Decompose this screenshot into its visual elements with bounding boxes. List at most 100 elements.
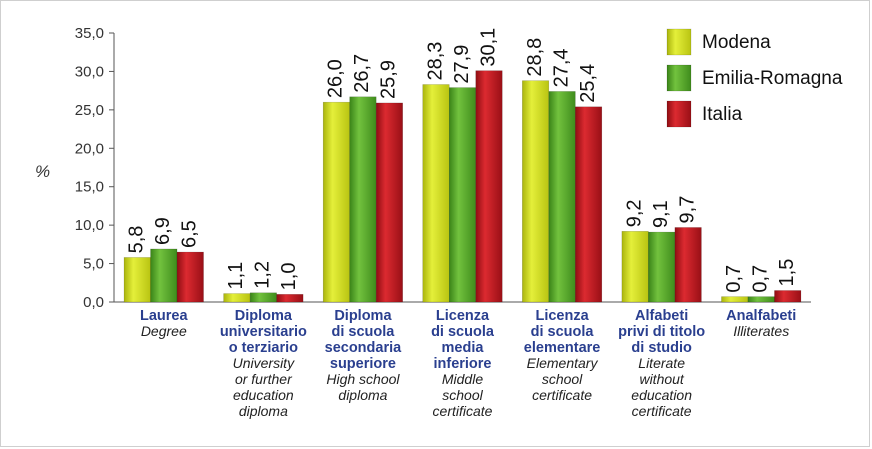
bar-emilia-romagna-4 bbox=[548, 91, 576, 303]
value-label: 6,5 bbox=[179, 220, 201, 248]
category-label-en: or further bbox=[235, 371, 293, 387]
bar-emilia-romagna-1 bbox=[249, 292, 277, 303]
value-label: 1,0 bbox=[278, 263, 300, 291]
y-tick-label: 10,0 bbox=[75, 217, 104, 234]
value-label: 25,9 bbox=[378, 60, 400, 99]
legend: Modena Emilia-Romagna Italia bbox=[666, 28, 843, 128]
y-tick-label: 5,0 bbox=[83, 256, 104, 273]
category-label-it: secondaria bbox=[325, 340, 402, 356]
bar-emilia-romagna-3 bbox=[449, 87, 476, 303]
category-label-en: education bbox=[631, 387, 692, 403]
category-label-en: High school bbox=[326, 371, 400, 387]
value-labels-group: 5,8 1,1 26,0 28,3 28,8 9,2 0,7 6,9 1,2 26,7 27,9 27… bbox=[126, 28, 798, 293]
bar-emilia-romagna-5 bbox=[648, 231, 676, 303]
bar-modena-0 bbox=[123, 257, 151, 303]
value-label: 9,1 bbox=[650, 200, 672, 228]
category-label-it: di scuola bbox=[331, 324, 395, 340]
category-label-it: di studio bbox=[631, 340, 692, 356]
y-tick-label: 15,0 bbox=[75, 179, 104, 196]
category-label-it: inferiore bbox=[433, 356, 491, 372]
value-label: 6,9 bbox=[152, 217, 174, 245]
value-label: 1,1 bbox=[225, 262, 247, 290]
value-label: 25,4 bbox=[577, 64, 599, 103]
value-label: 30,1 bbox=[477, 28, 499, 67]
category-label-it: media bbox=[442, 340, 485, 356]
category-label-it: Licenza bbox=[535, 308, 589, 324]
category-label-it: elementare bbox=[524, 340, 601, 356]
legend-swatch bbox=[666, 64, 692, 92]
bar-italia-2 bbox=[375, 102, 403, 303]
value-label: 1,5 bbox=[776, 259, 798, 287]
category-label-en: Elementary bbox=[527, 355, 599, 371]
category-label-it: o terziario bbox=[229, 340, 298, 356]
bar-italia-3 bbox=[475, 70, 503, 303]
bars-group bbox=[123, 70, 802, 303]
value-label: 26,7 bbox=[351, 54, 373, 93]
value-label: 26,0 bbox=[325, 59, 347, 98]
category-label-it: Laurea bbox=[140, 308, 188, 324]
value-label: 0,7 bbox=[749, 265, 771, 293]
bar-italia-6 bbox=[774, 290, 802, 303]
bar-modena-5 bbox=[621, 231, 649, 303]
category-label-en: certificate bbox=[632, 403, 692, 419]
bar-modena-6 bbox=[721, 296, 749, 303]
category-label-en: certificate bbox=[433, 403, 493, 419]
y-unit-label: % bbox=[35, 162, 50, 181]
category-label-it: Diploma bbox=[334, 308, 392, 324]
category-label-en: education bbox=[233, 387, 294, 403]
bar-emilia-romagna-2 bbox=[349, 96, 377, 303]
value-label: 27,4 bbox=[550, 48, 572, 87]
category-label-en: Illiterates bbox=[733, 323, 789, 339]
y-tick-label: 30,0 bbox=[75, 63, 104, 80]
category-label-en: without bbox=[639, 371, 684, 387]
legend-label: Emilia-Romagna bbox=[702, 68, 843, 89]
bar-italia-1 bbox=[276, 294, 304, 303]
y-tick-label: 25,0 bbox=[75, 102, 104, 119]
category-label-it: di scuola bbox=[431, 324, 495, 340]
y-tick-label: 35,0 bbox=[75, 25, 104, 42]
category-label-it: privi di titolo bbox=[618, 324, 705, 340]
value-label: 5,8 bbox=[126, 226, 148, 254]
category-label-en: Middle bbox=[442, 371, 483, 387]
bar-modena-4 bbox=[522, 80, 550, 303]
legend-label: Modena bbox=[702, 32, 771, 53]
legend-label: Italia bbox=[702, 104, 743, 125]
bar-italia-5 bbox=[674, 227, 702, 303]
bar-italia-0 bbox=[176, 251, 204, 303]
y-tick-label: 20,0 bbox=[75, 140, 104, 157]
bar-modena-1 bbox=[223, 293, 251, 303]
category-label-it: Licenza bbox=[436, 308, 490, 324]
bar-emilia-romagna-6 bbox=[747, 296, 775, 303]
value-label: 0,7 bbox=[723, 265, 745, 293]
category-label-en: diploma bbox=[239, 403, 288, 419]
value-label: 1,2 bbox=[252, 261, 274, 289]
category-label-it: universitario bbox=[220, 324, 307, 340]
bar-emilia-romagna-0 bbox=[150, 248, 178, 303]
y-tick-label: 0,0 bbox=[83, 294, 104, 311]
category-label-it: Alfabeti bbox=[635, 308, 688, 324]
category-label-en: University bbox=[233, 355, 295, 371]
category-label-en: Literate bbox=[638, 355, 685, 371]
legend-swatch bbox=[666, 28, 692, 56]
bar-modena-2 bbox=[322, 101, 350, 303]
category-label-it: Analfabeti bbox=[726, 308, 796, 324]
value-label: 9,7 bbox=[676, 196, 698, 224]
value-label: 9,2 bbox=[623, 199, 645, 227]
value-label: 28,3 bbox=[424, 42, 446, 81]
category-label-en: diploma bbox=[338, 387, 387, 403]
category-label-it: superiore bbox=[330, 356, 396, 372]
category-label-it: Diploma bbox=[235, 308, 293, 324]
category-label-en: certificate bbox=[532, 387, 592, 403]
category-label-en: Degree bbox=[141, 323, 187, 339]
value-label: 28,8 bbox=[524, 38, 546, 77]
category-label-it: di scuola bbox=[531, 324, 595, 340]
bar-modena-3 bbox=[422, 84, 450, 303]
bar-italia-4 bbox=[575, 106, 603, 303]
legend-swatch bbox=[666, 100, 692, 128]
category-label-en: school bbox=[542, 371, 583, 387]
category-label-en: school bbox=[442, 387, 483, 403]
value-label: 27,9 bbox=[451, 45, 473, 84]
